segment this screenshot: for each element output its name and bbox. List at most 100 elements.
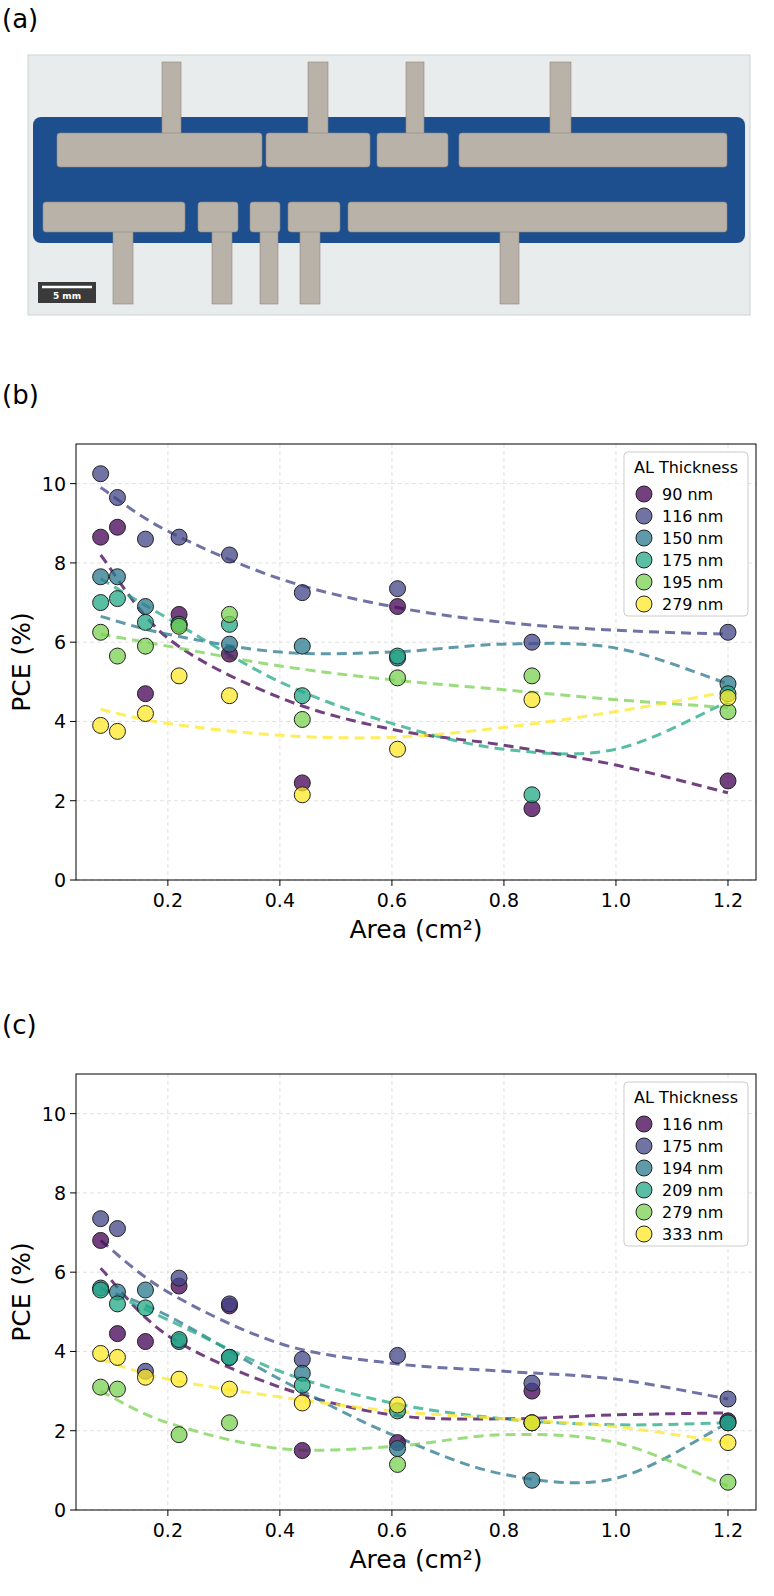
point xyxy=(524,787,540,803)
tick-mark xyxy=(70,1272,76,1273)
point xyxy=(93,717,109,733)
point xyxy=(524,634,540,650)
fit-line xyxy=(101,1288,728,1483)
point xyxy=(294,787,310,803)
legend-label: 90 nm xyxy=(662,485,713,504)
point xyxy=(93,1345,109,1361)
point xyxy=(171,1270,187,1286)
electrode-tab xyxy=(406,62,424,142)
point xyxy=(171,529,187,545)
tick-label: 0.8 xyxy=(489,889,519,911)
tick-label: 0.4 xyxy=(265,889,295,911)
point xyxy=(294,1377,310,1393)
tick-mark xyxy=(727,880,728,886)
tick-label: 10 xyxy=(42,1103,66,1125)
legend-label: 195 nm xyxy=(662,573,723,592)
tick-label: 10 xyxy=(42,473,66,495)
legend-label: 279 nm xyxy=(662,595,723,614)
legend-marker xyxy=(636,1204,652,1220)
point xyxy=(93,1211,109,1227)
point xyxy=(221,1296,237,1312)
fit-line xyxy=(101,616,728,683)
point xyxy=(221,688,237,704)
axis-title: Area (cm²) xyxy=(349,915,482,944)
point xyxy=(93,595,109,611)
point xyxy=(720,1391,736,1407)
point xyxy=(390,1441,406,1457)
point xyxy=(221,1415,237,1431)
panel-letter: (a) xyxy=(2,4,38,34)
point xyxy=(93,1232,109,1248)
point xyxy=(137,531,153,547)
tick-label: 0.2 xyxy=(153,1519,183,1541)
legend-label: 116 nm xyxy=(662,507,723,526)
point xyxy=(720,1474,736,1490)
legend-title: AL Thickness xyxy=(634,458,738,477)
point xyxy=(137,706,153,722)
grid-line xyxy=(76,800,756,801)
tick-mark xyxy=(70,721,76,722)
grid-line xyxy=(615,1074,616,1510)
tick-mark xyxy=(70,562,76,563)
point xyxy=(390,581,406,597)
electrode-tab xyxy=(162,62,181,142)
fit-line xyxy=(101,1359,728,1442)
point xyxy=(171,1332,187,1348)
electrode xyxy=(459,133,727,167)
tick-label: 2 xyxy=(54,790,66,812)
point xyxy=(524,1415,540,1431)
scale-bar-label: 5 mm xyxy=(53,291,81,301)
tick-mark xyxy=(70,642,76,643)
fit-line xyxy=(101,1268,728,1419)
point xyxy=(390,599,406,615)
tick-mark xyxy=(70,1351,76,1352)
tick-label: 0 xyxy=(54,869,66,891)
axis-title: Area (cm²) xyxy=(349,1545,482,1574)
device-photo: 5 mm xyxy=(28,55,750,315)
electrode xyxy=(288,202,340,232)
plot-0: 0.20.40.60.81.01.20246810Area (cm²)PCE (… xyxy=(7,444,756,944)
point xyxy=(137,599,153,615)
legend-marker xyxy=(636,552,652,568)
point xyxy=(294,711,310,727)
point xyxy=(524,1375,540,1391)
point xyxy=(171,618,187,634)
legend-marker xyxy=(636,1138,652,1154)
point xyxy=(137,1282,153,1298)
grid-line xyxy=(76,642,756,643)
legend-marker xyxy=(636,508,652,524)
point xyxy=(390,670,406,686)
legend-label: 333 nm xyxy=(662,1225,723,1244)
point xyxy=(93,529,109,545)
axis-title: PCE (%) xyxy=(7,612,36,712)
active-layer xyxy=(33,117,745,243)
figure: (a)5 mm(b)0.20.40.60.81.01.20246810Area … xyxy=(0,0,774,1596)
point xyxy=(720,690,736,706)
point xyxy=(720,773,736,789)
legend-marker xyxy=(636,574,652,590)
fit-line xyxy=(101,692,728,738)
point xyxy=(720,1415,736,1431)
point xyxy=(524,1415,540,1431)
grid-line xyxy=(167,444,168,880)
point xyxy=(720,624,736,640)
tick-label: 1.2 xyxy=(713,1519,743,1541)
point xyxy=(93,466,109,482)
point xyxy=(171,1371,187,1387)
fit-line xyxy=(101,1240,728,1399)
tick-mark xyxy=(727,1510,728,1516)
electrode xyxy=(377,133,448,167)
legend-marker xyxy=(636,1182,652,1198)
legend: AL Thickness116 nm175 nm194 nm209 nm279 … xyxy=(624,1082,748,1246)
point xyxy=(137,686,153,702)
grid-line xyxy=(279,444,280,880)
legend-label: 116 nm xyxy=(662,1115,723,1134)
point xyxy=(93,1282,109,1298)
tick-label: 0.8 xyxy=(489,1519,519,1541)
electrode xyxy=(57,133,262,167)
point xyxy=(390,1456,406,1472)
point xyxy=(221,636,237,652)
legend-marker xyxy=(636,1160,652,1176)
point xyxy=(109,569,125,585)
tick-mark xyxy=(70,1430,76,1431)
